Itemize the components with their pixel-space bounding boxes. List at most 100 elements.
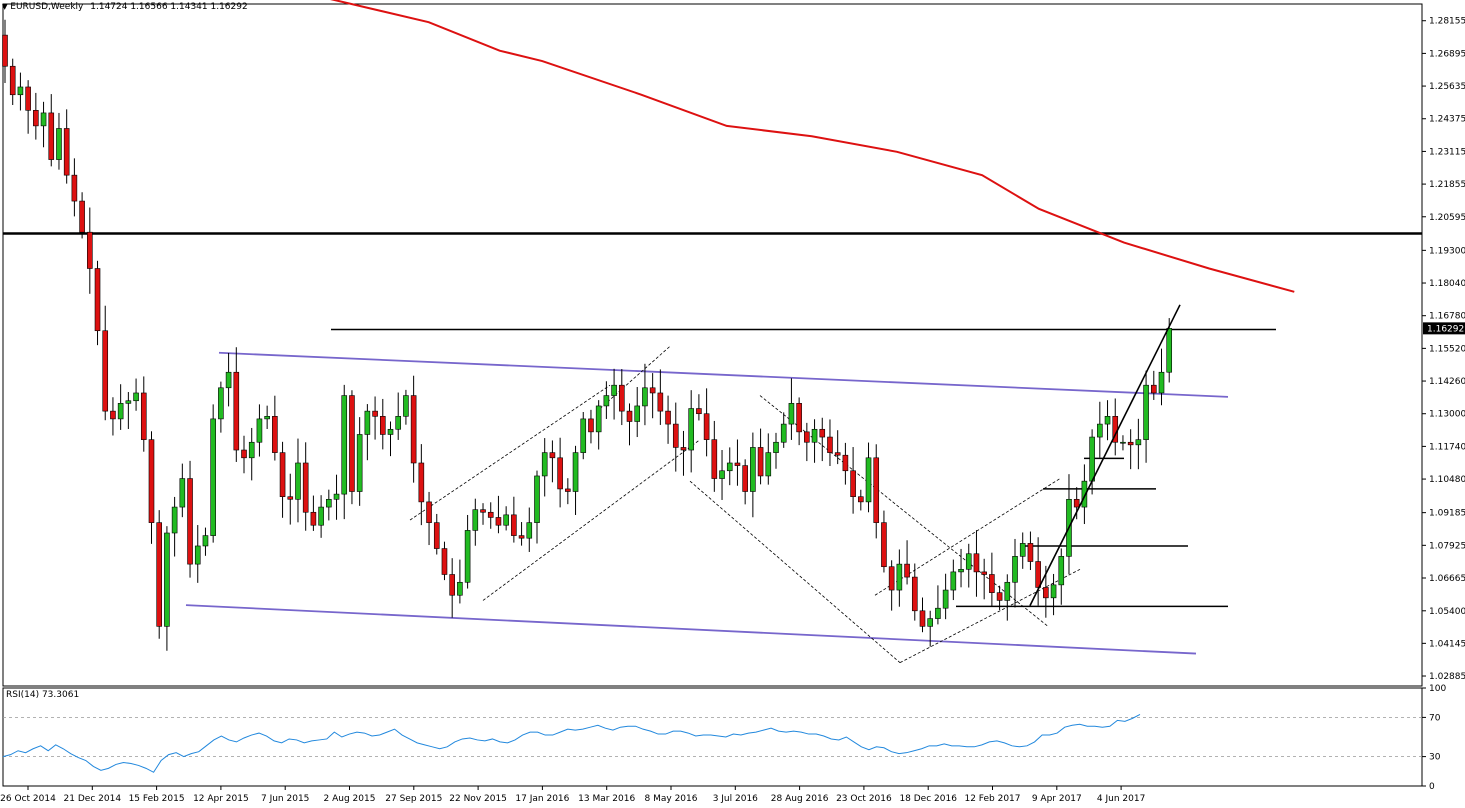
candle-bull [750,447,756,492]
candle-bear [549,452,556,459]
candle-bear [649,387,656,394]
candle-bull [210,418,216,536]
candle-bear [433,522,440,549]
candle-bull [295,462,301,500]
candle-bull [526,522,533,539]
x-tick-label: 23 Oct 2016 [836,794,892,804]
candle-bear [1073,498,1080,508]
candle-bear [71,174,78,202]
x-tick-label: 4 Jun 2017 [1097,794,1145,804]
candle-bear [827,436,833,453]
candle-bear [302,462,309,513]
candle-bear [981,571,987,575]
candle-bull [218,387,224,420]
candle-bear [672,423,679,448]
candle-bull [865,457,872,503]
current-price-label: 1.16292 [1427,324,1464,334]
y-tick-label: 1.14260 [1429,377,1465,387]
candle-bear [973,553,980,573]
candle-bear [696,408,702,415]
candle-bear [904,563,910,578]
channel-upper-line [218,351,1229,398]
candle-bear [79,200,85,233]
y-tick-label: 1.10480 [1429,475,1465,485]
x-tick-label: 9 Apr 2017 [1032,794,1082,804]
candle-bull [780,423,787,443]
candle-bull [719,470,725,479]
candle-bear [796,403,802,433]
candle-bull [364,410,371,435]
candle-bull [1158,371,1165,394]
candle-bear [742,465,748,492]
candle-bear [487,511,494,518]
candle-bear [1150,384,1157,394]
y-tick-label: 1.05400 [1429,607,1465,617]
candle-bull [942,589,949,609]
candle-bear [518,535,525,539]
candle-bull [1120,441,1126,444]
ohlc-values: 1.14724 1.16566 1.14341 1.16292 [90,2,248,12]
candle-bull [1166,328,1173,373]
candle-bull [965,553,972,570]
candle-bull [1004,581,1011,601]
dashed-channel-d-lower [899,568,1081,664]
candle-bear [426,501,432,523]
rsi-label: RSI(14) 73.3061 [6,690,80,700]
candle-bull [811,428,818,443]
candle-bear [410,395,417,464]
candle-bear [1043,587,1049,599]
candle-bull [595,405,602,433]
candle-bear [441,548,448,575]
candle-bear [349,395,355,492]
candle-bear [757,447,764,477]
y-tick-label: 1.25635 [1429,82,1465,92]
rsi-tick-label: 0 [1429,782,1435,792]
x-tick-label: 21 Dec 2014 [64,794,122,804]
uptrend-line [1029,304,1181,606]
candle-bear [33,110,39,127]
candle-bear [657,392,664,412]
x-tick-label: 17 Jan 2016 [515,794,569,804]
y-tick-label: 1.02885 [1429,672,1465,682]
collapse-triangle-icon[interactable]: ▼ [2,3,8,11]
rsi-plot-frame [2,687,1423,787]
candle-bull [472,509,479,531]
dashed-channel-b-upper [599,345,671,409]
candle-bull [726,462,733,472]
candle-bull [958,569,964,573]
candle-bear [888,566,895,591]
x-tick-label: 18 Dec 2016 [899,794,957,804]
candle-bull [1143,384,1149,440]
candle-bull [503,514,509,526]
candle-bull [40,112,47,127]
x-tick-label: 27 Sep 2015 [385,794,442,804]
x-tick-label: 2 Aug 2015 [324,794,376,804]
candle-bear [511,514,517,536]
dashed-channel-c-lower [689,480,901,663]
candle-bull [133,392,139,402]
candle-bear [372,410,378,417]
x-tick-label: 13 Mar 2016 [578,794,635,804]
candle-bear [1127,441,1134,446]
candle-bear [241,449,247,459]
candle-bull [326,498,332,508]
x-tick-label: 22 Nov 2015 [449,794,507,804]
candle-bull [1012,556,1018,583]
x-tick-label: 26 Oct 2014 [0,794,56,804]
candle-bull [1089,436,1095,482]
y-tick-label: 1.13000 [1429,410,1465,420]
x-tick-label: 12 Apr 2015 [193,794,249,804]
y-tick-label: 1.20595 [1429,213,1465,223]
candle-bear [873,457,880,523]
candle-bull [164,532,170,627]
candle-bull [534,475,540,523]
candle-bear [63,128,70,176]
candle-bear [480,509,486,513]
candle-bull [333,493,340,500]
candle-bull [572,452,579,492]
x-tick-label: 8 May 2016 [645,794,698,804]
candle-bear [156,522,162,627]
candle-bull [765,452,772,477]
rsi-tick-label: 70 [1429,713,1441,723]
